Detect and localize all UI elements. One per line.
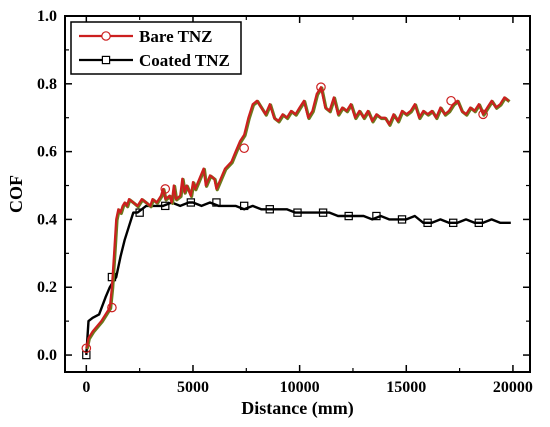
marker-coated-tnz	[212, 198, 221, 207]
marker-coated-tnz	[82, 350, 91, 360]
x-tick-label: 10000	[280, 379, 320, 396]
y-tick-label: 0.0	[37, 347, 57, 364]
marker-coated-tnz	[161, 201, 170, 211]
marker-bare-tnz	[81, 343, 92, 354]
plot-layer	[81, 82, 511, 360]
marker-bare-tnz	[239, 143, 249, 154]
legend-label-bare-tnz: Bare TNZ	[139, 27, 213, 46]
legend: Bare TNZ Coated TNZ	[70, 21, 242, 75]
y-tick-label: 0.4	[37, 211, 57, 228]
y-tick-label: 0.2	[37, 279, 57, 296]
y-tick-label: 1.0	[37, 8, 57, 25]
marker-coated-tnz	[344, 211, 353, 221]
marker-coated-tnz	[265, 205, 274, 214]
x-axis-title: Distance (mm)	[241, 398, 353, 419]
marker-bare-tnz	[478, 109, 488, 120]
marker-bare-tnz	[107, 302, 117, 313]
marker-coated-tnz	[318, 208, 328, 217]
marker-coated-tnz	[474, 218, 484, 228]
legend-marker-bare-tnz	[101, 31, 111, 41]
legend-box	[70, 21, 242, 75]
marker-bare-tnz	[446, 95, 456, 106]
series-line-bare-tnz	[85, 86, 510, 349]
x-tick-label: 20000	[493, 379, 533, 396]
y-tick-label: 0.8	[37, 76, 57, 93]
marker-coated-tnz	[449, 218, 458, 228]
marker-coated-tnz	[423, 218, 432, 228]
x-tick-label: 15000	[386, 379, 426, 396]
y-axis-title: COF	[6, 175, 26, 213]
x-tick-label: 0	[82, 379, 90, 396]
x-tick-label: 5000	[177, 379, 209, 396]
y-tick-label: 0.6	[37, 144, 57, 161]
axes-layer: 0 5000 10000 15000 20000 0.0 0.2 0.4 0.6 0.8 1.0	[37, 8, 533, 396]
plot-frame	[64, 15, 531, 373]
legend-label-coated-tnz: Coated TNZ	[139, 51, 230, 70]
series-line-coated-tnz	[85, 201, 511, 356]
marker-coated-tnz	[239, 201, 249, 211]
marker-coated-tnz	[397, 215, 407, 224]
marker-coated-tnz	[372, 211, 381, 221]
marker-bare-tnz	[160, 184, 171, 194]
legend-marker-coated-tnz	[101, 55, 111, 65]
marker-coated-tnz	[135, 208, 144, 217]
marker-coated-tnz	[186, 198, 196, 207]
marker-bare-tnz	[316, 82, 326, 92]
marker-coated-tnz	[293, 208, 302, 217]
